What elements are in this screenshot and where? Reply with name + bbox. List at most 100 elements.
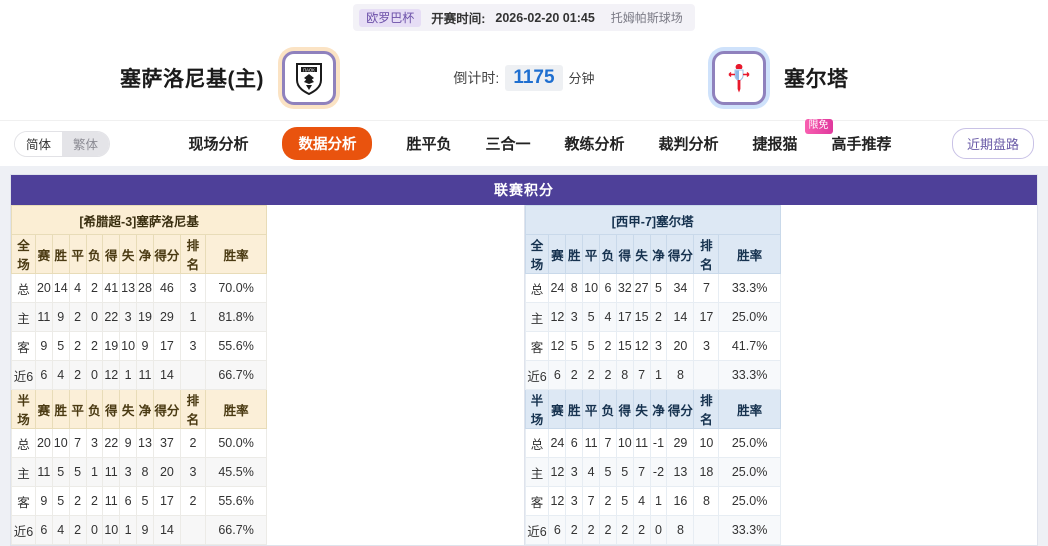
away-team-logo <box>712 50 766 105</box>
tab-jiebaomao[interactable]: 捷报猫 <box>752 136 798 153</box>
cell: 6 <box>599 273 617 303</box>
home-team-block[interactable]: 塞萨洛尼基(主) ΠΑΟΚ <box>0 46 340 109</box>
col-loss: 负 <box>599 389 617 429</box>
cell: 9 <box>119 428 138 458</box>
free-trial-badge: 限免 <box>804 119 833 134</box>
col-loss: 负 <box>85 389 104 429</box>
cell: 2 <box>85 273 104 303</box>
row-label: 近6 <box>11 360 36 390</box>
cell: 11 <box>102 457 121 487</box>
table-row: 近6 6 4 2 0 12 1 11 14 66.7% <box>11 360 268 390</box>
cell: 2 <box>599 360 617 390</box>
cell: 14 <box>666 302 695 332</box>
cell: 7 <box>582 486 601 516</box>
cell: 34 <box>666 273 695 303</box>
tab-three-in-one[interactable]: 三合一 <box>485 136 531 153</box>
home-standings-table: [希腊超-3]塞萨洛尼基 全场 赛 胜 平 负 得 失 净 得分 排名 胜率 <box>10 205 268 545</box>
col-win: 胜 <box>565 234 584 274</box>
away-team-block[interactable]: 塞尔塔 <box>708 46 1048 109</box>
row-label: 总 <box>11 273 36 303</box>
cell: 4 <box>599 302 617 332</box>
cell: 2 <box>179 428 206 458</box>
cell: 46 <box>152 273 181 303</box>
lang-traditional-option[interactable]: 繁体 <box>62 131 110 156</box>
match-info-chipgroup: 欧罗巴杯 开赛时间: 2026-02-20 01:45 托姆帕斯球场 <box>353 4 695 31</box>
cell: 17 <box>693 302 720 332</box>
cell: 3 <box>179 331 206 361</box>
col-rank: 排名 <box>693 389 720 429</box>
col-points: 得分 <box>666 234 695 274</box>
cell: 3 <box>565 486 584 516</box>
cell: 7 <box>693 273 720 303</box>
cell: 1 <box>649 486 668 516</box>
tab-data-analysis[interactable]: 数据分析 <box>282 127 373 160</box>
col-winrate: 胜率 <box>718 389 781 429</box>
col-loss: 负 <box>85 234 104 274</box>
cell: 8 <box>615 360 634 390</box>
table-row: 主 11 5 5 1 11 3 8 20 3 45.5% <box>11 457 268 487</box>
col-scope: 全场 <box>11 234 36 274</box>
cell: 45.5% <box>204 457 268 487</box>
col-draw: 平 <box>68 389 87 429</box>
cell: 2 <box>599 331 617 361</box>
cell: 28 <box>136 273 154 303</box>
cell: 0 <box>85 302 104 332</box>
celta-crest-icon <box>728 63 750 92</box>
cell: 6 <box>548 515 567 545</box>
col-goal-diff: 净 <box>136 234 154 274</box>
cell: 0 <box>85 515 104 545</box>
cell: 4 <box>68 273 87 303</box>
cell: 16 <box>666 486 695 516</box>
cell: 7 <box>632 457 651 487</box>
cell: 9 <box>34 331 53 361</box>
table-row: 近6 6 2 2 2 8 7 1 8 33.3% <box>524 360 781 390</box>
cell: 4 <box>51 360 70 390</box>
tab-coach-analysis[interactable]: 教练分析 <box>564 136 625 153</box>
row-label: 主 <box>11 457 36 487</box>
cell: 15 <box>632 302 651 332</box>
countdown-unit: 分钟 <box>568 71 595 86</box>
cell: 25.0% <box>718 457 781 487</box>
cell: 12 <box>548 331 567 361</box>
cell: 2 <box>599 515 617 545</box>
col-played: 赛 <box>34 389 53 429</box>
table-row: 客 12 3 7 2 5 4 1 16 8 25.0% <box>524 486 781 516</box>
cell: 9 <box>136 331 154 361</box>
cell: 12 <box>548 457 567 487</box>
cell: 7 <box>632 360 651 390</box>
col-rank: 排名 <box>179 389 206 429</box>
cell: 4 <box>51 515 70 545</box>
cell: 81.8% <box>204 302 268 332</box>
tab-referee-analysis[interactable]: 裁判分析 <box>658 136 719 153</box>
col-points: 得分 <box>152 234 181 274</box>
cell: 12 <box>632 331 651 361</box>
cell: 8 <box>693 486 720 516</box>
col-rank: 排名 <box>693 234 720 274</box>
col-points: 得分 <box>666 389 695 429</box>
recent-odds-button[interactable]: 近期盘路 <box>951 128 1034 159</box>
tab-expert-picks[interactable]: 高手推荐 <box>831 136 892 153</box>
language-toggle[interactable]: 简体 繁体 <box>14 130 111 157</box>
cell: 10 <box>119 331 138 361</box>
cell: 2 <box>632 515 651 545</box>
nav-promo-group: 捷报猫 限免 高手推荐 <box>752 119 892 154</box>
cell: 3 <box>179 273 206 303</box>
row-label: 客 <box>524 486 550 516</box>
cell: 1 <box>85 457 104 487</box>
cell <box>179 360 206 390</box>
col-goal-diff: 净 <box>649 389 668 429</box>
cell: 14 <box>152 515 181 545</box>
cell: 4 <box>582 457 601 487</box>
col-win: 胜 <box>565 389 584 429</box>
tab-win-draw-loss[interactable]: 胜平负 <box>406 136 452 153</box>
league-badge[interactable]: 欧罗巴杯 <box>359 8 422 27</box>
cell: 14 <box>152 360 181 390</box>
cell: 2 <box>582 515 601 545</box>
cell: 7 <box>68 428 87 458</box>
lang-simplified-option[interactable]: 简体 <box>15 131 63 156</box>
cell: 20 <box>34 428 53 458</box>
cell: 6 <box>548 360 567 390</box>
tab-live-analysis[interactable]: 现场分析 <box>188 136 249 153</box>
home-standings-wrap: [希腊超-3]塞萨洛尼基 全场 赛 胜 平 负 得 失 净 得分 排名 胜率 <box>10 205 525 545</box>
cell: 1 <box>179 302 206 332</box>
